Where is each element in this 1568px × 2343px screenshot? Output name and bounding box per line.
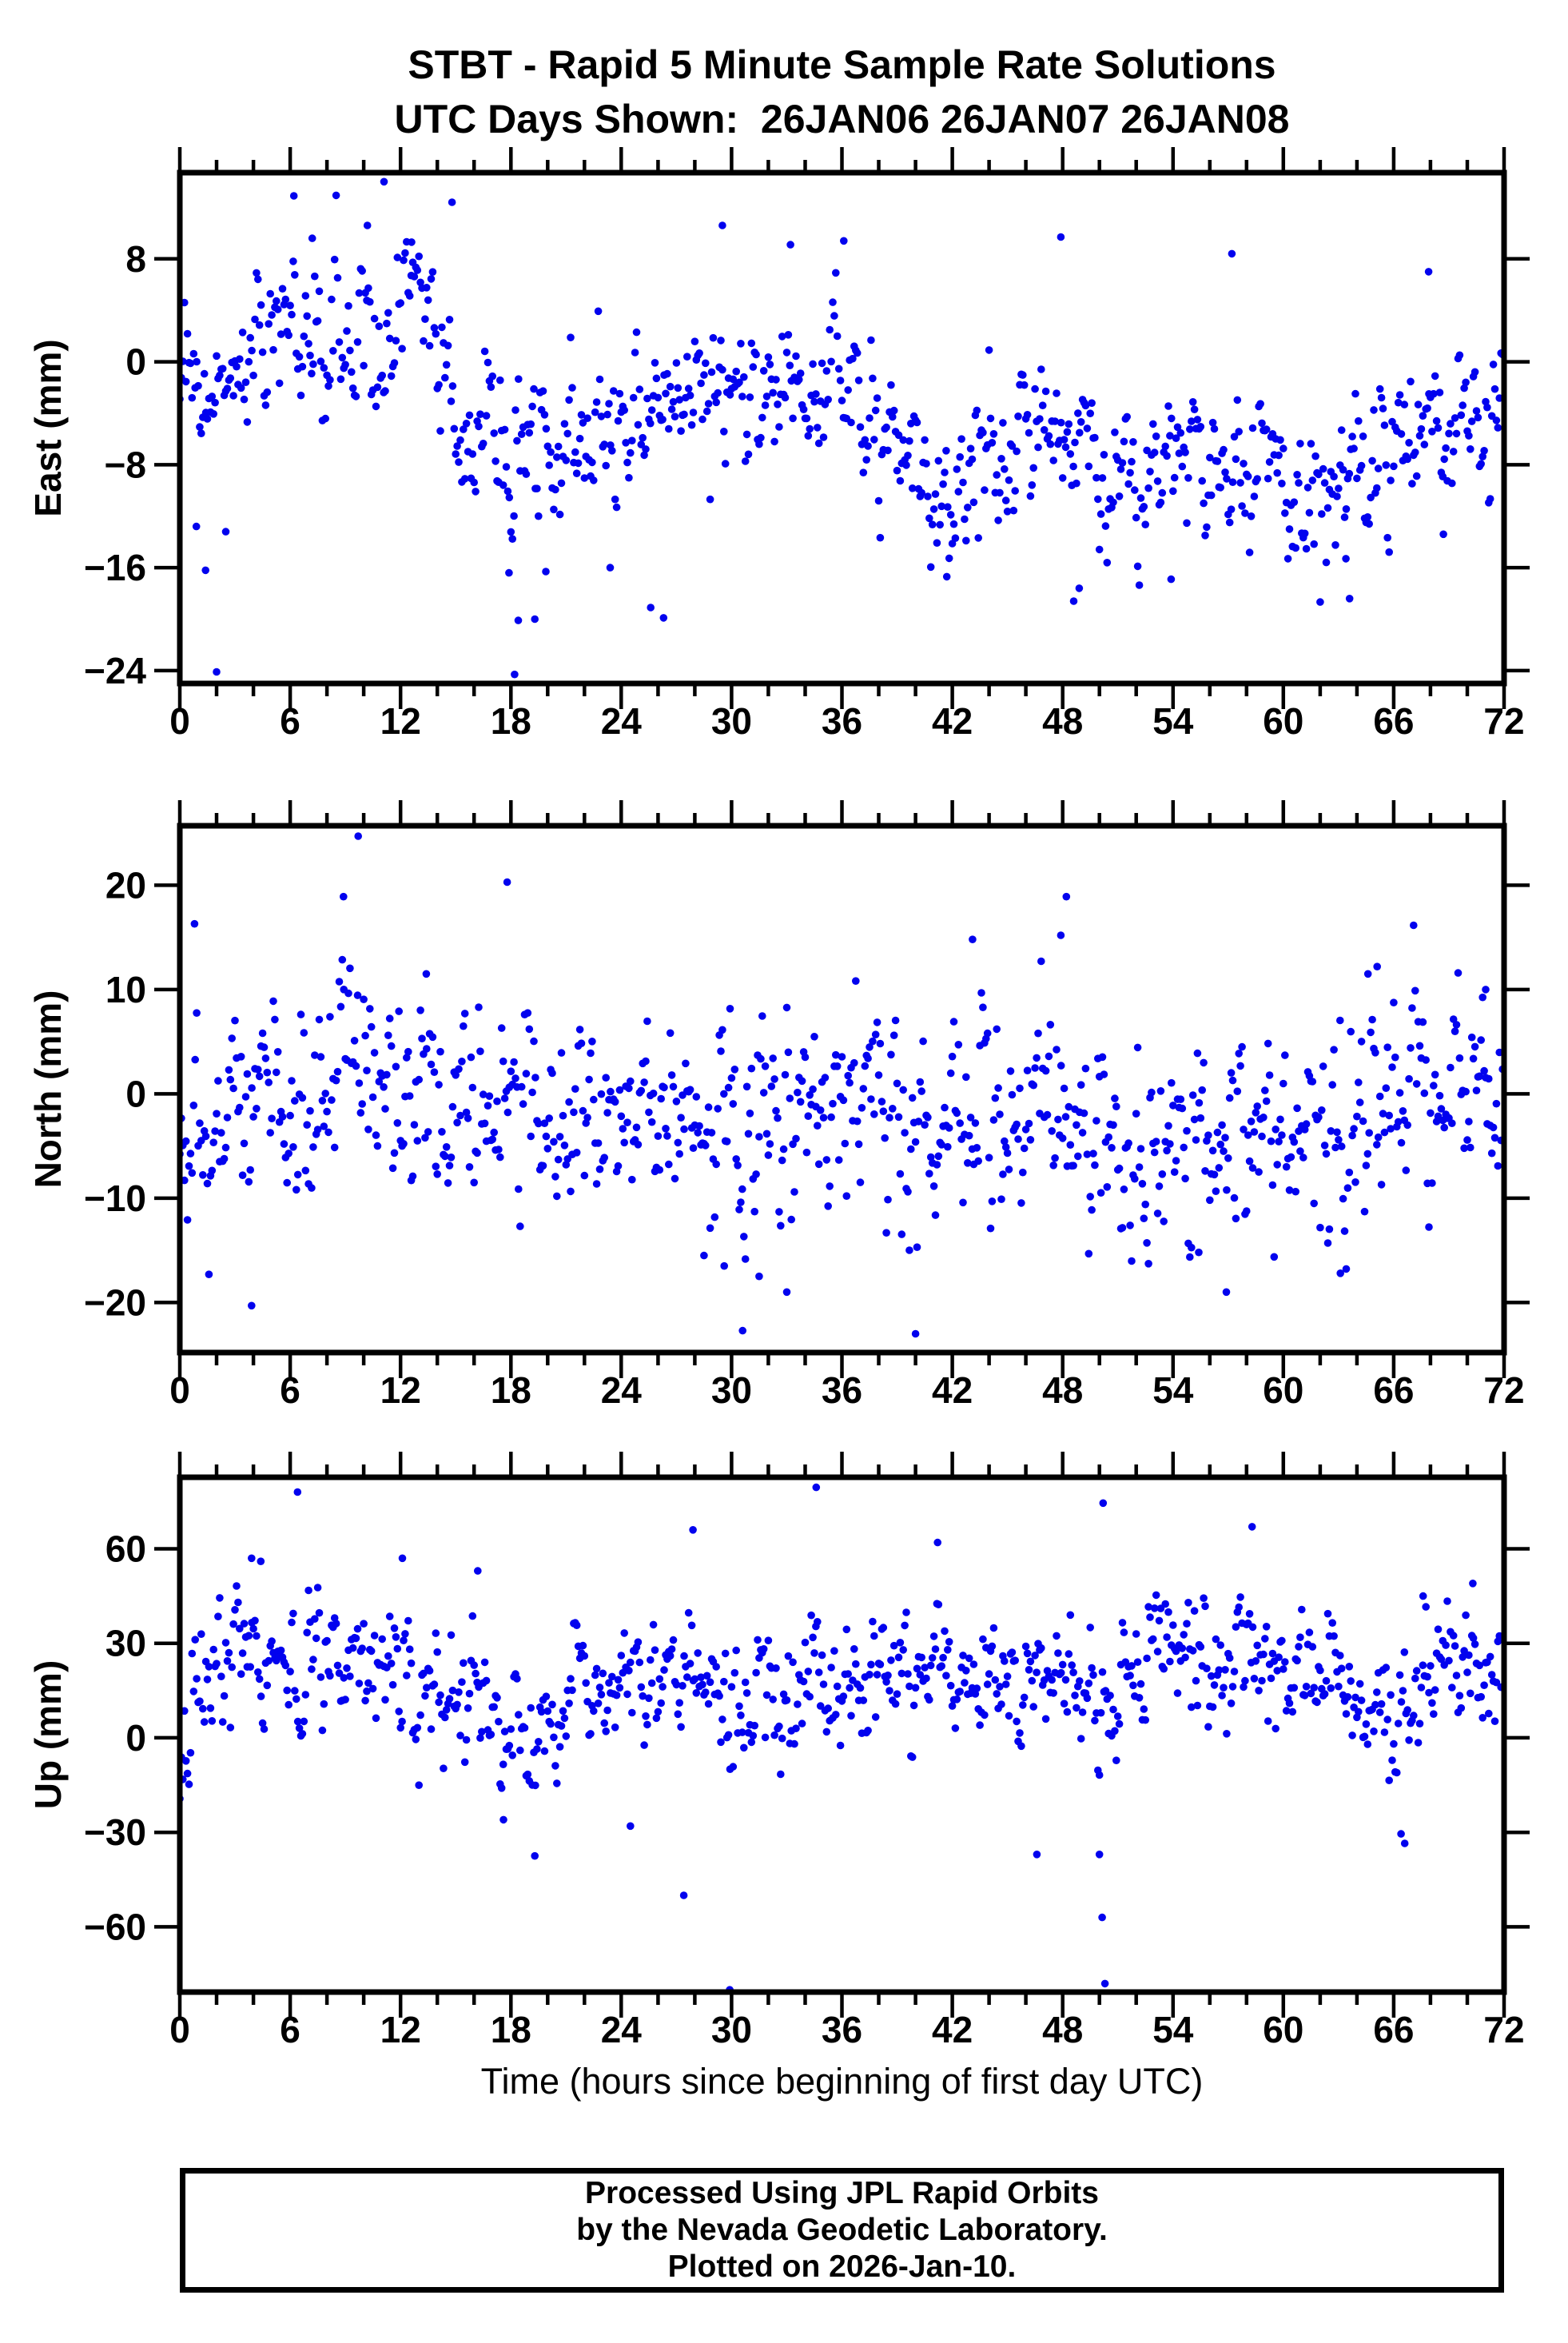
north-ytick-label: −10 [84, 1177, 146, 1219]
footer-line-3: Plotted on 2026-Jan-10. [667, 2249, 1017, 2284]
up-xtick-label: 54 [1152, 2009, 1194, 2050]
up-xtick-label: 18 [491, 2009, 531, 2050]
north-xtick-label: 42 [932, 1369, 973, 1411]
plot-title-line2: UTC Days Shown: 26JAN06 26JAN07 26JAN08 [394, 97, 1290, 141]
east-ytick-label: −8 [105, 444, 146, 485]
east-xtick-label: 30 [711, 700, 752, 742]
north-xtick-label: 0 [169, 1369, 190, 1411]
east-xtick-label: 42 [932, 700, 973, 742]
north-xtick-label: 66 [1373, 1369, 1414, 1411]
east-xtick-label: 0 [169, 700, 190, 742]
panel-up: 0 6 12 18 24 30 36 42 48 54 60 66 72 60 30 0 −30 −60 Up (m… [27, 1452, 1530, 2050]
up-xtick-label: 0 [169, 2009, 190, 2050]
north-xtick-label: 48 [1042, 1369, 1083, 1411]
east-frame [177, 169, 1507, 687]
footer-line-2: by the Nevada Geodetic Laboratory. [576, 2213, 1108, 2247]
up-ytick-label: 0 [125, 1717, 146, 1759]
east-xtick-label: 54 [1152, 700, 1194, 742]
east-xtick-label: 72 [1483, 700, 1524, 742]
east-xtick-label: 12 [380, 700, 421, 742]
east-points [180, 177, 1504, 679]
plot-title-line1: STBT - Rapid 5 Minute Sample Rate Soluti… [408, 42, 1276, 87]
up-xtick-label: 36 [822, 2009, 862, 2050]
up-ytick-label: −30 [84, 1811, 146, 1853]
north-xtick-label: 72 [1483, 1369, 1524, 1411]
north-points [180, 832, 1504, 1338]
north-xtick-label: 54 [1152, 1369, 1194, 1411]
up-xtick-label: 48 [1042, 2009, 1083, 2050]
up-xtick-label: 66 [1373, 2009, 1414, 2050]
panel-east: 0 6 12 18 24 30 36 42 48 54 60 66 72 8 0 −8 −16 −24 East (… [27, 147, 1530, 742]
east-xtick-label: 24 [601, 700, 643, 742]
east-ytick-label: −16 [84, 547, 146, 588]
east-xtick-label: 60 [1263, 700, 1303, 742]
x-axis-title: Time (hours since beginning of first day… [480, 2061, 1204, 2102]
north-ytick-label: −20 [84, 1281, 146, 1323]
north-xtick-label: 24 [601, 1369, 643, 1411]
up-xtick-label: 12 [380, 2009, 421, 2050]
east-xtick-label: 66 [1373, 700, 1414, 742]
east-ytick-label: 8 [125, 238, 146, 280]
east-xtick-label: 6 [280, 700, 300, 742]
up-ytick-label: 30 [105, 1623, 146, 1664]
north-xtick-label: 18 [491, 1369, 531, 1411]
up-xtick-label: 24 [601, 2009, 643, 2050]
up-axis-title: Up (mm) [27, 1660, 69, 1810]
up-ytick-label: −60 [84, 1906, 146, 1947]
up-frame [177, 1474, 1507, 1995]
east-axis-title: East (mm) [27, 339, 69, 516]
north-xtick-label: 36 [822, 1369, 862, 1411]
north-axis-title: North (mm) [27, 990, 69, 1189]
north-xtick-label: 60 [1263, 1369, 1303, 1411]
north-xtick-label: 30 [711, 1369, 752, 1411]
up-ytick-label: 60 [105, 1528, 146, 1570]
east-xtick-label: 18 [491, 700, 531, 742]
east-ytick-label: −24 [84, 650, 146, 691]
north-ytick-label: 20 [105, 864, 146, 906]
up-points [180, 1483, 1504, 1992]
panel-north: 0 6 12 18 24 30 36 42 48 54 60 66 72 20 10 0 −10 −20 North… [27, 800, 1530, 1411]
footer-box: Processed Using JPL Rapid Orbits by the … [180, 2168, 1504, 2293]
up-xtick-label: 42 [932, 2009, 973, 2050]
footer-line-1: Processed Using JPL Rapid Orbits [585, 2176, 1099, 2210]
up-xtick-label: 72 [1483, 2009, 1524, 2050]
east-xtick-label: 48 [1042, 700, 1083, 742]
north-frame [177, 823, 1507, 1356]
east-ytick-label: 0 [125, 341, 146, 383]
up-xtick-label: 60 [1263, 2009, 1303, 2050]
up-xtick-label: 6 [280, 2009, 300, 2050]
north-ytick-label: 10 [105, 969, 146, 1010]
north-ytick-label: 0 [125, 1073, 146, 1114]
north-xtick-label: 6 [280, 1369, 300, 1411]
up-xtick-label: 30 [711, 2009, 752, 2050]
north-xtick-label: 12 [380, 1369, 421, 1411]
east-xtick-label: 36 [822, 700, 862, 742]
